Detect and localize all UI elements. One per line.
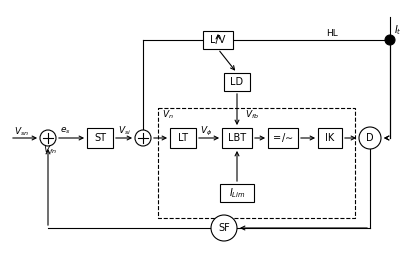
Text: $I_{Lim}$: $I_{Lim}$ bbox=[229, 186, 245, 200]
Text: D: D bbox=[366, 133, 374, 143]
Bar bbox=[158, 108, 355, 218]
Text: $V_{fn}$: $V_{fn}$ bbox=[43, 144, 57, 156]
Text: L/V: L/V bbox=[210, 35, 226, 45]
Text: $e_s$: $e_s$ bbox=[60, 126, 71, 136]
Text: IK: IK bbox=[325, 133, 335, 143]
Text: $V_{sn}$: $V_{sn}$ bbox=[14, 126, 29, 138]
Bar bbox=[87, 128, 113, 148]
Circle shape bbox=[359, 127, 381, 149]
Text: LBT: LBT bbox=[228, 133, 246, 143]
Text: $I_t$: $I_t$ bbox=[394, 23, 402, 37]
Bar bbox=[268, 128, 298, 148]
Text: $V_{\phi}$: $V_{\phi}$ bbox=[200, 124, 212, 138]
Text: ST: ST bbox=[94, 133, 106, 143]
Circle shape bbox=[135, 130, 151, 146]
Text: HL: HL bbox=[326, 29, 338, 38]
Text: SF: SF bbox=[218, 223, 230, 233]
Text: LT: LT bbox=[178, 133, 188, 143]
Circle shape bbox=[385, 35, 395, 45]
Text: LD: LD bbox=[230, 77, 243, 87]
Text: $V_n$: $V_n$ bbox=[162, 109, 174, 121]
Bar bbox=[170, 128, 196, 148]
Text: $=\!/\!\sim$: $=\!/\!\sim$ bbox=[271, 132, 295, 144]
Text: $V_{si}$: $V_{si}$ bbox=[118, 125, 131, 137]
Bar bbox=[220, 184, 254, 202]
Bar bbox=[318, 128, 342, 148]
Circle shape bbox=[40, 130, 56, 146]
Circle shape bbox=[211, 215, 237, 241]
Bar bbox=[203, 31, 233, 49]
Bar bbox=[224, 73, 250, 91]
Text: $V_{fb}$: $V_{fb}$ bbox=[245, 109, 259, 121]
Bar bbox=[222, 128, 252, 148]
